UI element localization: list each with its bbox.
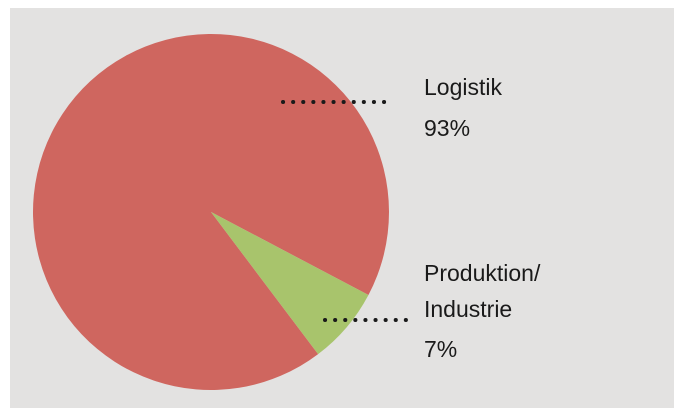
label-logistik-name: Logistik [424, 74, 502, 100]
label-produktion-line2: Industrie [424, 296, 513, 322]
pie-slice-logistik [32, 34, 389, 390]
label-logistik-value: 93% [424, 115, 471, 141]
label-produktion-line1: Produktion/ [424, 260, 541, 286]
label-produktion-value: 7% [424, 336, 458, 362]
pie-slice-produktion [211, 212, 369, 355]
